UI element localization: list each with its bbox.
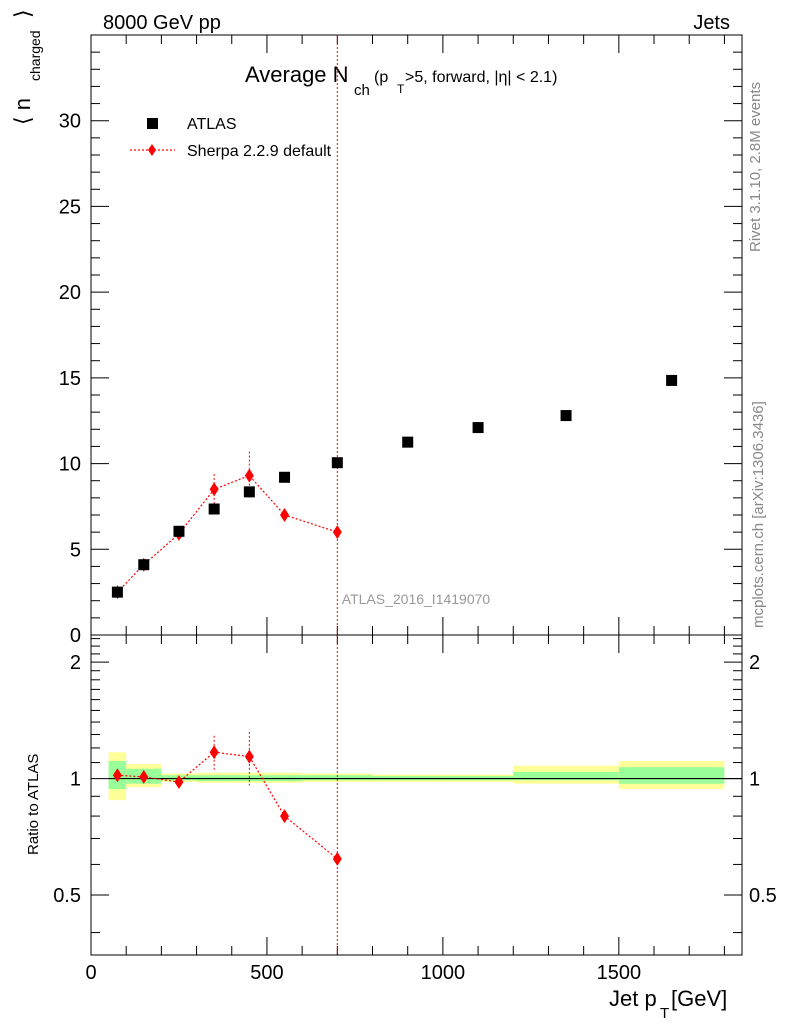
title-sub: ch	[354, 82, 370, 99]
main-y-tick-label: 30	[59, 111, 81, 133]
legend-sherpa-label: Sherpa 2.2.9 default	[187, 143, 332, 160]
x-tick-label: 1000	[421, 962, 466, 984]
title-rest-sub: T	[397, 82, 405, 96]
xlabel-unit: [GeV]	[671, 986, 727, 1011]
ratio-y-tick-label-right: 2	[749, 652, 760, 674]
atlas-point	[666, 374, 678, 386]
legend-atlas-label: ATLAS	[187, 116, 237, 133]
sherpa-point	[332, 525, 342, 540]
ratio-y-tick-label: 1	[70, 769, 81, 791]
legend-atlas-marker	[147, 118, 158, 129]
atlas-point	[173, 525, 185, 537]
xlabel-sub: T	[660, 1005, 669, 1022]
ylabel-open: ⟨ n	[10, 98, 35, 125]
x-tick-label: 500	[250, 962, 283, 984]
main-y-tick-label: 20	[59, 282, 81, 304]
atlas-point	[331, 457, 343, 469]
sherpa-line	[116, 474, 338, 593]
ratio-band-green	[618, 767, 725, 784]
ratio-sherpa-point	[332, 851, 342, 866]
x-tick-label: 1500	[597, 962, 642, 984]
main-ylabel: ⟨ n charged ⟩	[10, 9, 43, 125]
ratio-y-tick-label: 2	[70, 652, 81, 674]
main-y-tick-label: 15	[59, 368, 81, 390]
sherpa-point	[244, 468, 254, 483]
ratio-ylabel: Ratio to ATLAS	[25, 754, 42, 855]
title-rest-2: >5, forward, |η| < 2.1)	[405, 69, 557, 86]
ratio-y-tick-label-right: 0.5	[749, 885, 777, 907]
atlas-point	[279, 471, 291, 483]
main-y-tick-label: 0	[70, 625, 81, 647]
main-y-tick-label: 10	[59, 454, 81, 476]
ratio-band-green	[302, 775, 373, 781]
x-axis-label: Jet p T [GeV]	[609, 986, 727, 1022]
ratio-sherpa-point	[112, 768, 122, 783]
ratio-sherpa-point	[280, 809, 290, 824]
main-title: Average N ch (p T >5, forward, |η| < 2.1…	[245, 62, 557, 99]
header-right-label: Jets	[693, 12, 730, 34]
main-y-tick-label: 25	[59, 196, 81, 218]
header-left-label: 8000 GeV pp	[103, 12, 221, 34]
ratio-sherpa-point	[209, 745, 219, 760]
ratio-sherpa-point	[174, 774, 184, 789]
ratio-band-green	[513, 771, 619, 781]
legend: ATLAS Sherpa 2.2.9 default	[130, 116, 332, 160]
atlas-point	[243, 486, 255, 498]
title-rest-1: (p	[374, 69, 388, 86]
legend-sherpa-marker	[148, 144, 156, 156]
atlas-point	[472, 422, 484, 434]
ratio-sherpa-point	[139, 769, 149, 784]
sherpa-point	[280, 508, 290, 522]
ratio-y-tick-label: 0.5	[53, 885, 81, 907]
atlas-point	[138, 559, 150, 571]
ylabel-close: ⟩	[10, 9, 35, 18]
ratio-frame	[90, 634, 743, 956]
ratio-y-tick-label-right: 1	[749, 769, 760, 791]
analysis-label: ATLAS_2016_I1419070	[342, 591, 491, 607]
xlabel-main: Jet p	[609, 986, 657, 1011]
x-tick-label: 0	[85, 962, 96, 984]
mcplots-side-label: mcplots.cern.ch [arXiv:1306.3436]	[750, 401, 767, 628]
sherpa-point	[209, 482, 219, 497]
ylabel-sub: charged	[27, 30, 43, 81]
ratio-panel: 0.5 0.5 1 1 2 2 0 500 1000 1500	[53, 634, 777, 984]
ratio-sherpa-point	[244, 749, 254, 764]
main-panel: 0 5 10 15 20 25 30	[59, 34, 743, 647]
rivet-side-label: Rivet 3.1.10, 2.8M events	[747, 82, 764, 252]
atlas-point	[208, 503, 220, 515]
atlas-point	[111, 586, 123, 598]
title-main: Average N	[245, 62, 349, 87]
main-y-tick-label: 5	[70, 539, 81, 561]
atlas-point	[560, 410, 572, 422]
atlas-point	[402, 436, 414, 448]
